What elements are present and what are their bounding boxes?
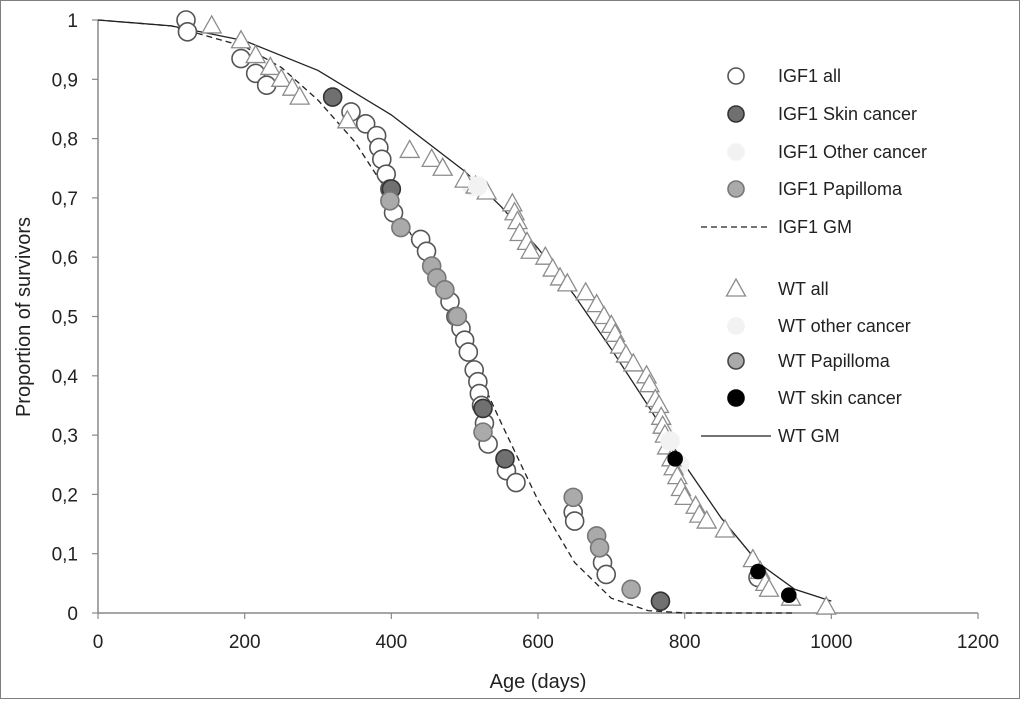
wt-skin-cancer-point <box>780 587 797 604</box>
y-tick-label: 0,8 <box>52 130 78 151</box>
legend-label: WT other cancer <box>778 316 911 336</box>
y-tick-label: 0,6 <box>52 248 78 269</box>
legend-marker <box>727 143 745 161</box>
y-tick-label: 1 <box>67 11 78 32</box>
legend-marker <box>725 277 747 297</box>
wt-all-point <box>534 245 556 265</box>
wt-all-point <box>674 486 696 506</box>
igf1-all-point <box>231 48 251 69</box>
wt-skin-cancer-point <box>750 563 766 580</box>
y-tick-label: 0,1 <box>52 545 78 566</box>
legend-label: IGF1 Papilloma <box>778 179 903 199</box>
igf1-papilloma-point <box>589 537 610 558</box>
wt-all-point <box>758 577 780 597</box>
igf1-all-point <box>458 342 479 362</box>
y-tick-label: 0,5 <box>52 308 78 329</box>
legend: IGF1 all IGF1 Skin cancer IGF1 Other cance… <box>701 66 927 446</box>
wt-all-point <box>399 139 421 159</box>
wt-all-point <box>201 14 223 34</box>
wt-all-point <box>622 352 644 372</box>
wt-all-point <box>714 518 736 538</box>
wt-all-point <box>336 109 358 129</box>
wt-all-point <box>289 85 311 105</box>
igf1-all-point <box>596 564 617 585</box>
x-tick-label: 1000 <box>810 632 852 653</box>
igf1-papilloma-point <box>563 487 584 508</box>
legend-label: IGF1 all <box>778 66 841 86</box>
axes: 0 200 400 600 800 1000 1200 0 0,1 0,2 0,3 0,4 0,5 0,6… <box>52 11 1000 653</box>
igf1-papilloma-point <box>621 579 641 600</box>
x-tick-label: 600 <box>522 632 554 653</box>
wt-other-cancer-point <box>660 431 680 451</box>
legend-label: IGF1 Other cancer <box>778 142 927 162</box>
legend-marker <box>727 317 745 335</box>
wt-skin-cancer-point <box>667 451 683 467</box>
igf1-papilloma-point <box>391 217 411 238</box>
legend-marker <box>727 67 745 85</box>
igf1-all-point <box>506 472 526 493</box>
legend-marker <box>727 105 745 123</box>
y-tick-label: 0,9 <box>52 70 78 91</box>
wt-all-point <box>556 272 578 292</box>
x-tick-label: 400 <box>375 632 407 653</box>
igf1-skin-cancer-point <box>473 398 493 419</box>
wt-all-point <box>259 56 281 76</box>
igf1-all-point <box>564 511 585 531</box>
y-tick-label: 0,3 <box>52 426 78 447</box>
wt-all-point <box>432 156 454 176</box>
igf1-skin-cancer-point <box>495 449 515 469</box>
igf1-skin-cancer-point <box>322 87 343 107</box>
igf1-all-point <box>177 22 198 42</box>
wt-all-point <box>421 148 443 168</box>
x-tick-label: 1200 <box>957 632 999 653</box>
legend-label: IGF1 GM <box>778 217 852 237</box>
legend-label: WT GM <box>778 426 840 446</box>
wt-all-point <box>696 509 718 529</box>
y-tick-label: 0,7 <box>52 189 78 210</box>
legend-marker <box>727 180 745 198</box>
wt-all-point <box>520 239 542 259</box>
igf1-papilloma-point <box>473 422 493 442</box>
wt-all-point <box>638 373 661 393</box>
wt-all-point <box>245 44 267 64</box>
wt-other-cancer-point <box>468 176 488 196</box>
igf1-all-point <box>355 113 376 134</box>
y-tick-label: 0,2 <box>52 485 78 506</box>
wt-all-point <box>230 29 252 49</box>
wt-all-point <box>270 67 292 87</box>
igf1-papilloma-point <box>447 306 468 327</box>
data-points <box>176 10 837 615</box>
legend-marker <box>727 352 745 370</box>
x-tick-label: 800 <box>669 632 701 653</box>
x-axis-title: Age (days) <box>490 671 587 693</box>
legend-label: IGF1 Skin cancer <box>778 104 917 124</box>
igf1-skin-cancer-point <box>650 591 671 611</box>
y-tick-label: 0 <box>67 604 78 625</box>
wt-all-point <box>815 595 837 615</box>
y-axis-title: Proportion of survivors <box>13 217 35 417</box>
wt-all-point <box>575 281 597 301</box>
x-tick-label: 200 <box>229 632 261 653</box>
legend-marker <box>727 389 745 407</box>
igf1-papilloma-point <box>435 280 455 300</box>
wt-all-point <box>586 293 608 313</box>
legend-label: WT all <box>778 279 829 299</box>
x-tick-label: 0 <box>93 632 104 653</box>
legend-label: WT Papilloma <box>778 351 891 371</box>
y-tick-label: 0,4 <box>52 367 79 388</box>
legend-label: WT skin cancer <box>778 388 902 408</box>
igf1-papilloma-point <box>380 191 400 211</box>
